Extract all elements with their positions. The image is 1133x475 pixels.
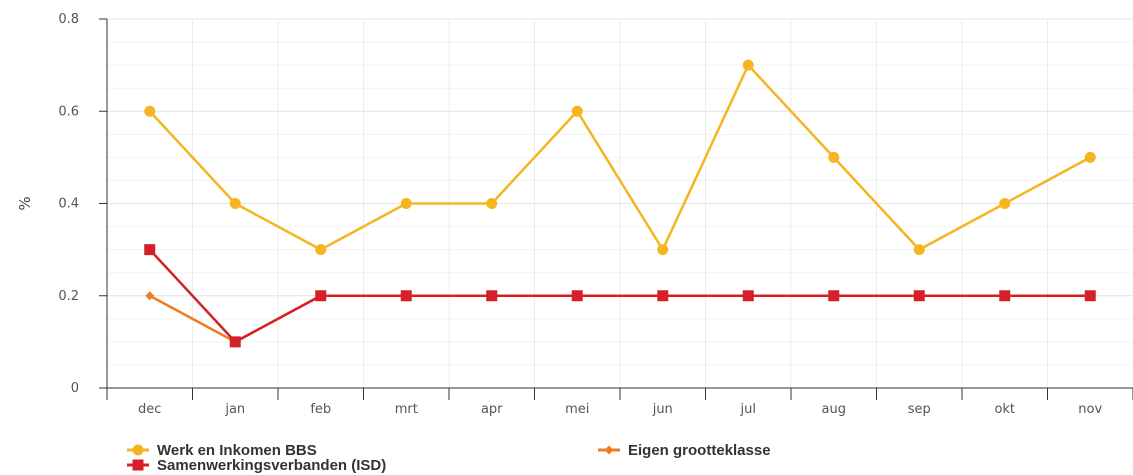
data-point	[913, 290, 925, 302]
x-tick-label: sep	[908, 402, 931, 417]
legend-item[interactable]: Eigen grootteklasse	[598, 442, 771, 459]
legend-item[interactable]: Werk en Inkomen BBS	[127, 442, 317, 459]
x-tick-label: aug	[822, 402, 846, 417]
data-point	[400, 198, 412, 209]
data-point	[400, 290, 412, 302]
legend-marker	[132, 459, 144, 471]
series-line	[148, 63, 1091, 251]
series-3	[144, 244, 1096, 348]
data-point	[742, 59, 754, 71]
y-axis-title: %	[16, 196, 34, 210]
x-tick-label: feb	[310, 402, 331, 417]
legend: Werk en Inkomen BBS Eigen grootteklasse Sa…	[127, 442, 771, 474]
y-tick-label: 0	[71, 381, 79, 396]
legend-label: Werk en Inkomen BBS	[157, 442, 317, 459]
y-tick-label: 0.8	[58, 12, 79, 27]
data-point	[571, 105, 583, 117]
series-layer	[144, 59, 1096, 348]
x-tick-label: okt	[994, 402, 1015, 417]
y-tick-label: 0.4	[58, 197, 79, 212]
y-tick-label: 0.6	[58, 104, 79, 119]
x-tick-label: jun	[652, 402, 673, 417]
legend-item[interactable]: Samenwerkingsverbanden (ISD)	[127, 457, 386, 474]
legend-label: Samenwerkingsverbanden (ISD)	[157, 457, 386, 474]
x-tick-label: nov	[1078, 402, 1102, 417]
series-1	[144, 59, 1096, 256]
legend-label: Eigen grootteklasse	[628, 442, 771, 459]
data-point	[315, 244, 327, 256]
data-point	[913, 244, 925, 256]
data-point	[999, 290, 1011, 302]
x-tick-label: jan	[224, 402, 245, 417]
x-tick-label: apr	[481, 402, 503, 417]
data-point	[828, 151, 840, 163]
legend-marker	[132, 444, 144, 456]
data-point	[229, 336, 241, 348]
data-point	[1084, 151, 1096, 163]
y-tick-label: 0.2	[58, 289, 79, 304]
legend-marker	[604, 445, 614, 455]
series-line	[148, 248, 1091, 344]
data-point	[486, 198, 498, 209]
data-point	[742, 290, 754, 302]
data-point	[315, 290, 327, 302]
data-point	[1084, 290, 1096, 302]
x-tick-label: dec	[138, 402, 161, 417]
data-point	[571, 290, 583, 302]
data-point	[144, 244, 156, 256]
data-point	[145, 291, 155, 301]
x-tick-label: jul	[740, 402, 756, 417]
x-tick-label: mrt	[395, 402, 418, 417]
grid	[107, 18, 1133, 389]
data-point	[828, 290, 840, 302]
x-tick-label: mei	[565, 402, 589, 417]
data-point	[999, 198, 1011, 209]
data-point	[144, 105, 156, 117]
axes: 0 0.2 0.4 0.6 0.8 dec jan feb mrt apr mei jun jul aug…	[58, 12, 1133, 417]
data-point	[657, 244, 669, 256]
data-point	[486, 290, 498, 302]
data-point	[657, 290, 669, 302]
data-point	[229, 198, 241, 209]
